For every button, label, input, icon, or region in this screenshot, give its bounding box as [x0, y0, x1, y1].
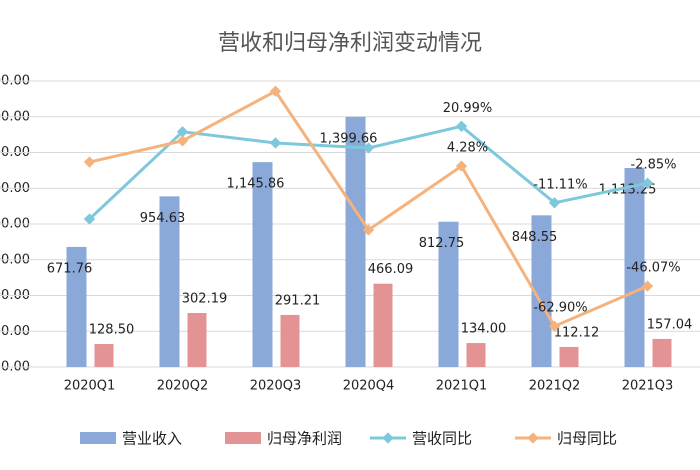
data-label: 302.19 [182, 291, 228, 306]
legend-label: 归母净利润 [267, 430, 342, 448]
point [83, 156, 96, 168]
chart-title: 营收和归母净利润变动情况 [218, 31, 482, 56]
point [176, 135, 189, 147]
data-label: -62.90% [533, 301, 587, 316]
point [455, 160, 468, 172]
x-tick-label: 2020Q3 [250, 379, 302, 394]
bar [94, 344, 114, 367]
legend-label: 营业收入 [122, 430, 182, 448]
bar [531, 215, 552, 367]
point [548, 197, 561, 209]
data-label: 134.00 [461, 322, 507, 337]
bar [438, 221, 459, 367]
data-label: 291.21 [275, 293, 321, 308]
data-label: 954.63 [140, 211, 186, 226]
data-label: 20.99% [443, 101, 493, 116]
point [641, 280, 654, 292]
legend-swatch [382, 432, 394, 444]
bar [373, 283, 393, 367]
data-label: 128.50 [89, 323, 135, 338]
data-label: 1,145.86 [227, 177, 285, 192]
data-label: 848.55 [512, 230, 558, 245]
legend-swatch [225, 432, 261, 444]
bar [345, 116, 366, 367]
x-tick-label: 2020Q1 [64, 379, 116, 394]
bar [466, 343, 486, 367]
data-label: 1,399.66 [320, 131, 378, 146]
bar [652, 338, 672, 367]
bar [159, 196, 180, 367]
data-label: 671.76 [47, 261, 93, 276]
point [269, 137, 282, 149]
x-tick-label: 2021Q2 [529, 379, 581, 394]
x-tick-label: 2021Q1 [436, 379, 488, 394]
data-label: -11.11% [533, 177, 587, 192]
bar [559, 346, 579, 367]
legend-label: 营收同比 [412, 430, 472, 448]
x-tick-label: 2021Q3 [622, 379, 674, 394]
point [362, 142, 375, 154]
data-label: 157.04 [647, 317, 693, 332]
data-label: 812.75 [419, 236, 465, 251]
point [641, 177, 654, 189]
data-label: -2.85% [631, 158, 677, 173]
data-label: 466.09 [368, 262, 414, 277]
bar [624, 168, 645, 367]
legend-label: 归母同比 [557, 430, 617, 448]
bar [187, 312, 207, 367]
bar [252, 162, 273, 367]
legend-swatch [527, 432, 539, 444]
legend-swatch [80, 432, 116, 444]
data-label: 1,113.25 [599, 183, 657, 198]
x-tick-label: 2020Q2 [157, 379, 209, 394]
point [548, 320, 561, 332]
bar [280, 314, 300, 367]
bar [66, 246, 87, 367]
x-tick-label: 2020Q4 [343, 379, 395, 394]
data-label: -46.07% [626, 261, 680, 276]
data-label: 112.12 [554, 325, 600, 340]
point [362, 224, 375, 236]
data-label: 4.28% [447, 141, 488, 156]
